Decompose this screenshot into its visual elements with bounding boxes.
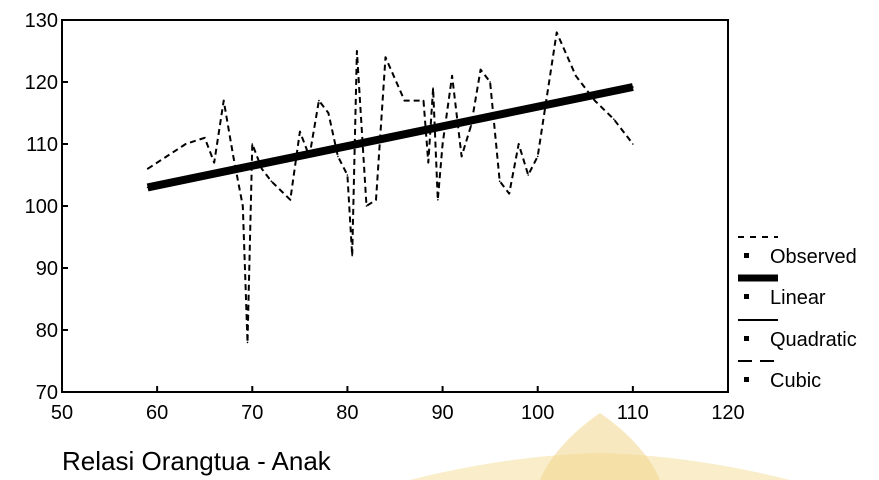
y-tick-label: 110 xyxy=(26,134,58,156)
data-point-observed xyxy=(270,180,273,182)
data-point-observed xyxy=(165,155,168,158)
y-tick-label: 90 xyxy=(36,258,58,280)
x-axis-ticks: 50 60 70 80 90 100 110 120 xyxy=(51,386,745,424)
data-point-observed xyxy=(365,205,368,207)
y-tick-label: 100 xyxy=(25,196,58,218)
data-point-observed xyxy=(427,161,430,164)
legend-bullet xyxy=(744,336,749,341)
x-tick-label: 80 xyxy=(336,402,358,424)
x-tick-label: 60 xyxy=(146,402,168,424)
data-point-observed xyxy=(517,143,520,145)
data-point-observed xyxy=(146,168,149,170)
data-point-observed xyxy=(337,155,339,158)
data-point-observed xyxy=(574,75,577,77)
data-point-observed xyxy=(356,50,358,52)
x-axis-label: Relasi Orangtua - Anak xyxy=(62,446,331,476)
data-point-observed xyxy=(441,143,444,145)
data-point-observed xyxy=(346,174,349,176)
data-point-observed xyxy=(437,199,439,201)
data-point-observed xyxy=(222,99,225,102)
data-point-observed xyxy=(613,118,615,120)
x-tick-label: 120 xyxy=(711,402,744,424)
legend-bullet xyxy=(744,377,749,382)
data-point-observed xyxy=(403,99,406,102)
legend-label-cubic: Cubic xyxy=(770,370,821,392)
x-tick-label: 70 xyxy=(241,402,263,424)
data-point-observed xyxy=(479,68,482,71)
data-point-observed xyxy=(232,155,235,158)
data-point-observed xyxy=(460,155,463,158)
data-point-observed xyxy=(432,87,434,89)
data-point-observed xyxy=(470,124,472,127)
data-point-observed xyxy=(546,93,549,96)
data-point-observed xyxy=(327,112,330,114)
data-point-observed xyxy=(536,155,539,158)
data-point-observed xyxy=(241,205,244,207)
y-tick-label: 130 xyxy=(25,10,58,32)
data-point-observed xyxy=(289,199,292,201)
legend-label-linear: Linear xyxy=(770,287,826,309)
series-line-linear xyxy=(146,83,634,192)
data-point-linear xyxy=(632,86,634,88)
legend-label-quadratic: Quadratic xyxy=(770,329,857,351)
x-tick-label: 100 xyxy=(521,402,554,424)
plot-frame xyxy=(61,19,729,393)
data-point-observed xyxy=(246,341,249,344)
y-axis-ticks: 130 120 110 100 90 80 70 xyxy=(25,10,68,404)
data-point-observed xyxy=(184,143,187,145)
data-point-observed xyxy=(384,56,387,58)
data-point-observed xyxy=(498,180,501,182)
data-point-observed xyxy=(299,130,301,133)
data-point-observed xyxy=(351,254,353,257)
data-point-observed xyxy=(203,137,206,139)
data-point-observed xyxy=(375,199,377,201)
data-point-observed xyxy=(261,168,263,170)
data-point-observed xyxy=(213,161,216,164)
data-point-observed xyxy=(251,143,254,145)
data-point-observed xyxy=(508,192,510,195)
data-point-observed xyxy=(594,99,596,102)
x-tick-label: 50 xyxy=(51,402,73,424)
data-point-observed xyxy=(489,81,491,83)
legend-bullet xyxy=(744,294,749,299)
data-point-observed xyxy=(318,99,320,102)
y-tick-label: 70 xyxy=(36,382,58,404)
data-point-observed xyxy=(422,99,425,102)
series-line-observed xyxy=(147,31,634,344)
legend-label-observed: Observed xyxy=(770,246,857,268)
legend-bullet xyxy=(744,253,749,258)
x-tick-label: 90 xyxy=(431,402,453,424)
data-point-observed xyxy=(527,174,529,176)
legend: Observed Linear Quadratic Cubic xyxy=(738,236,857,392)
data-point-linear xyxy=(146,186,149,189)
data-point-observed xyxy=(555,31,558,34)
series-layer xyxy=(146,31,634,344)
data-point-observed xyxy=(451,75,453,77)
data-point-observed xyxy=(632,143,634,145)
y-tick-label: 80 xyxy=(36,320,58,342)
x-tick-label: 110 xyxy=(617,402,649,424)
y-tick-label: 120 xyxy=(25,72,58,94)
